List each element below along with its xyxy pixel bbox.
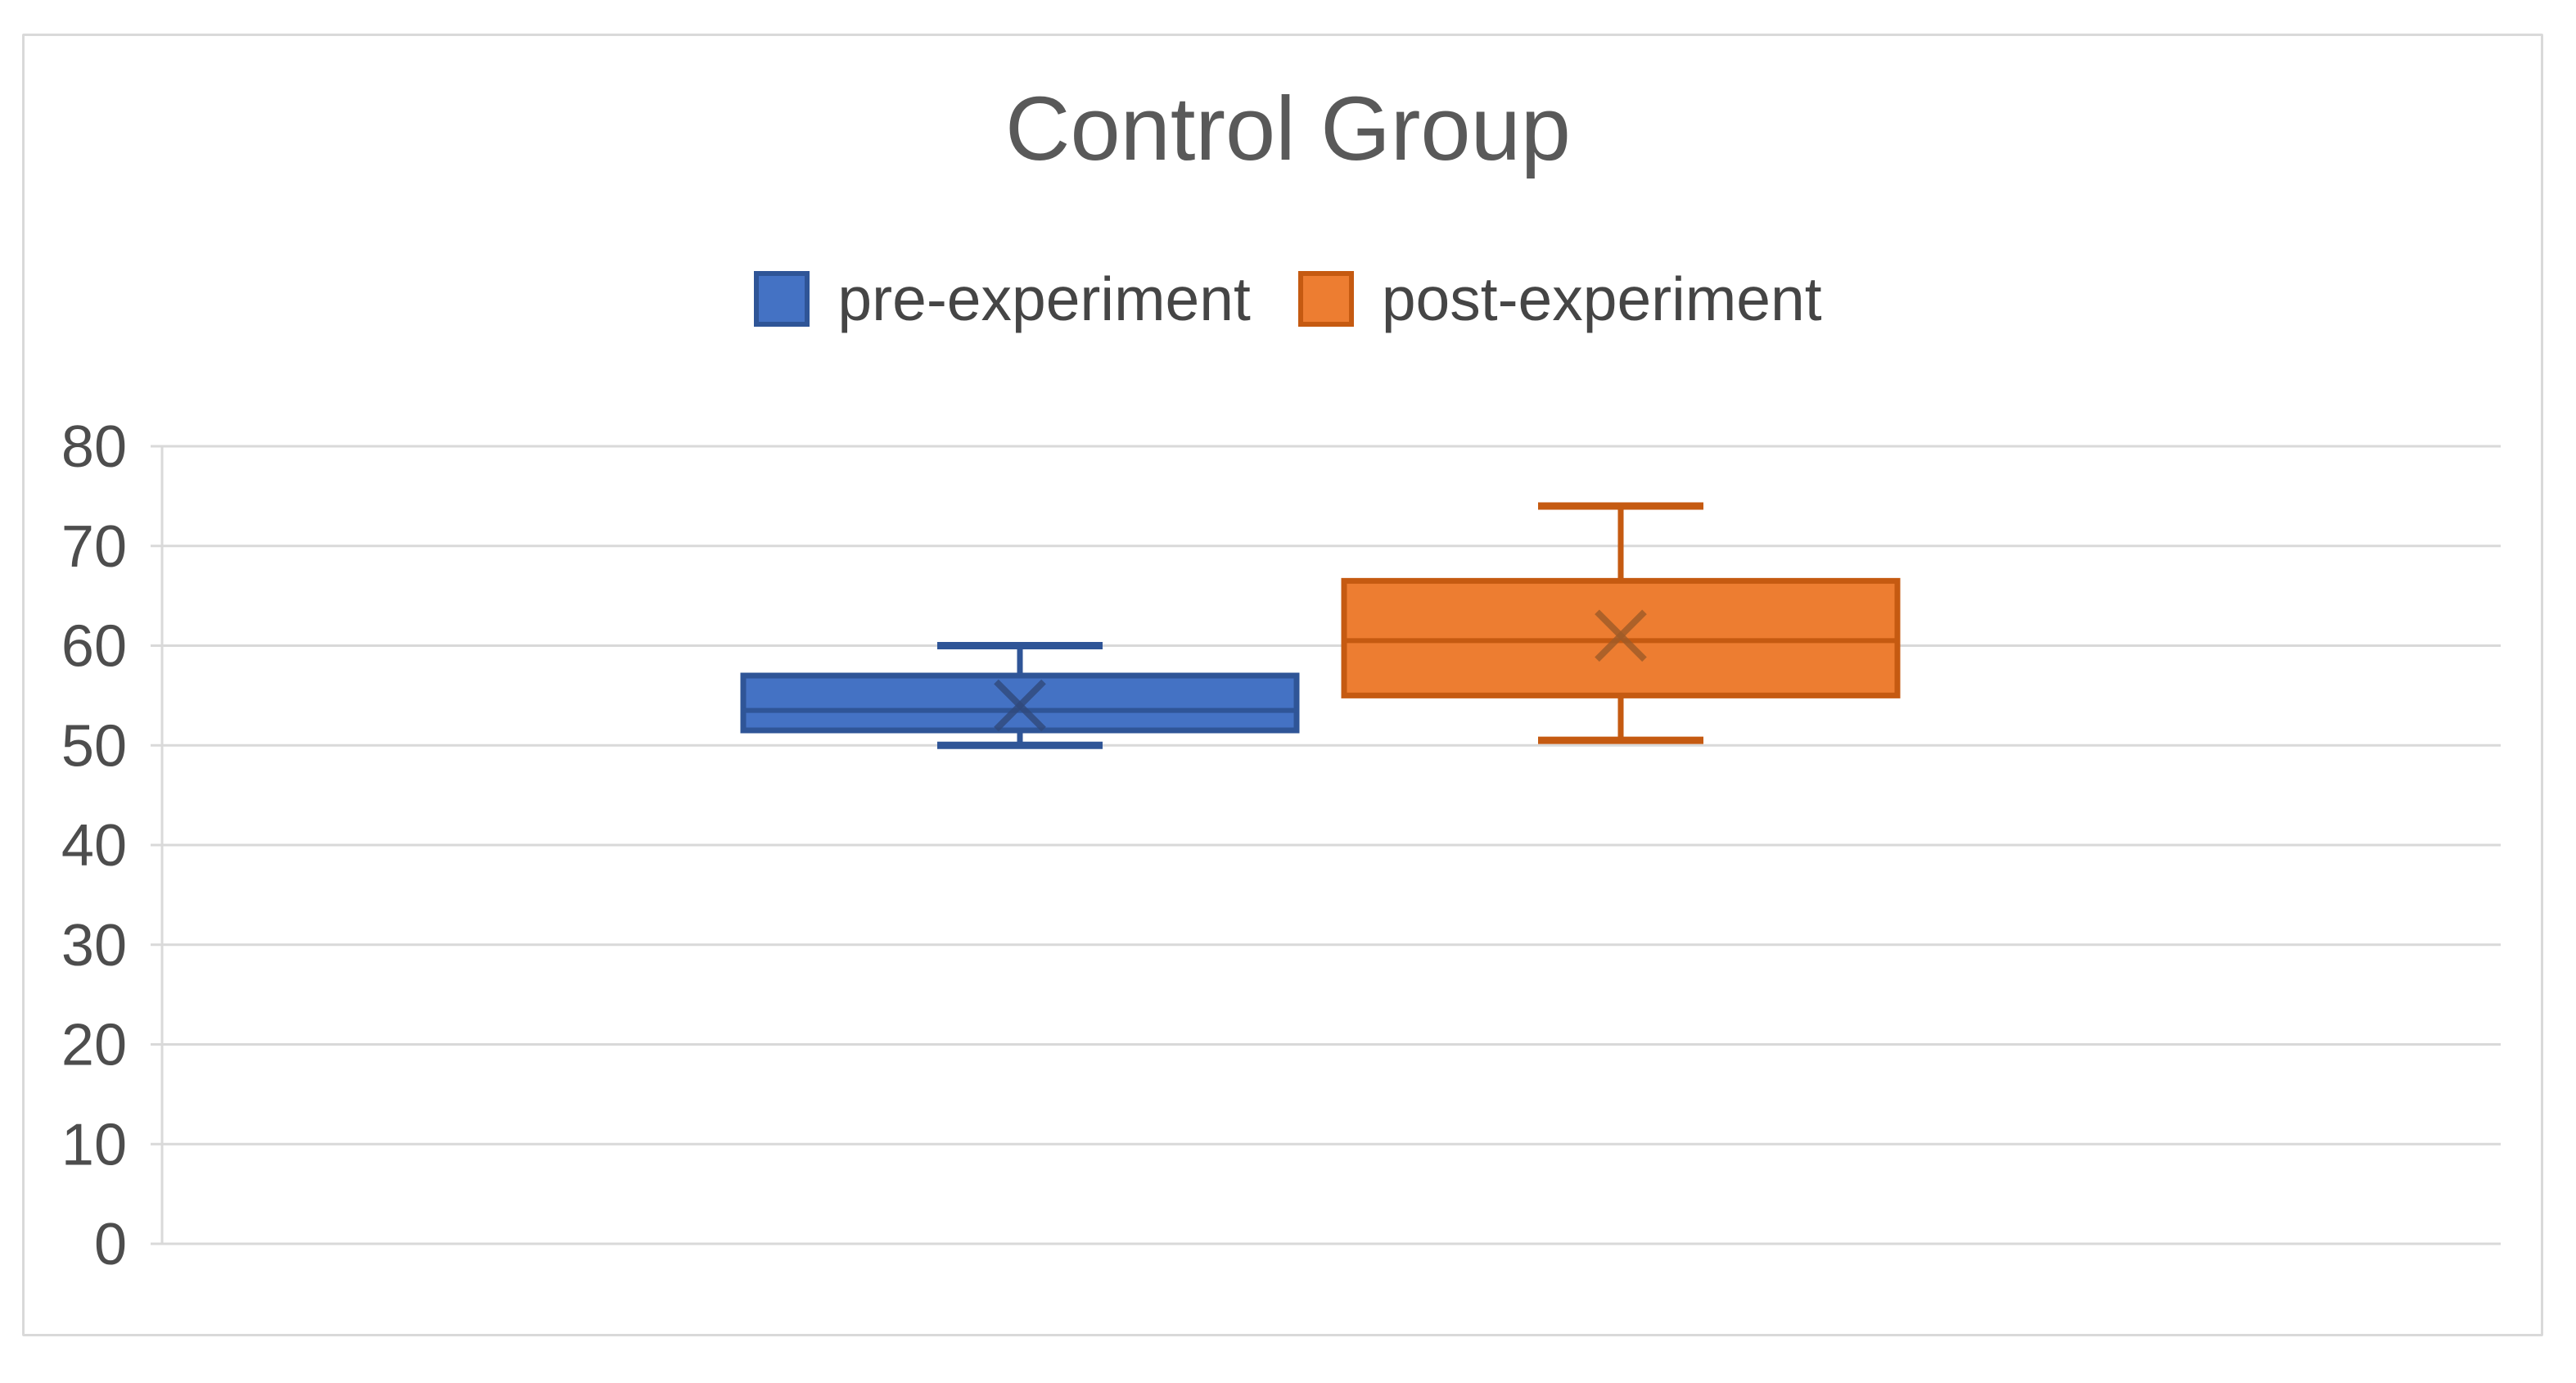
y-axis-label-70: 70	[61, 514, 127, 580]
mean-marker-x-icon-pre-experiment	[994, 679, 1046, 732]
y-axis-label-80: 80	[61, 414, 127, 480]
legend-label-pre-experiment: pre-experiment	[837, 264, 1251, 333]
y-axis-label-20: 20	[61, 1013, 127, 1078]
box-post-experiment[interactable]	[1341, 577, 1901, 698]
legend-label-post-experiment: post-experiment	[1381, 264, 1822, 333]
y-axis-label-40: 40	[61, 813, 127, 879]
y-axis-label-60: 60	[61, 614, 127, 680]
chart-title[interactable]: Control Group	[1005, 79, 1571, 179]
legend-swatch-post-experiment	[1297, 271, 1354, 327]
legend-item-pre-experiment[interactable]: pre-experiment	[754, 264, 1251, 334]
legend-item-post-experiment[interactable]: post-experiment	[1297, 264, 1822, 334]
mean-marker-x-icon-post-experiment	[1595, 609, 1647, 662]
y-axis-label-30: 30	[61, 913, 127, 978]
y-axis-label-0: 0	[94, 1212, 127, 1277]
chart-legend: pre-experiment post-experiment	[0, 264, 2576, 334]
legend-swatch-pre-experiment	[754, 271, 810, 327]
y-axis-label-10: 10	[61, 1112, 127, 1177]
y-axis-label-50: 50	[61, 713, 127, 779]
